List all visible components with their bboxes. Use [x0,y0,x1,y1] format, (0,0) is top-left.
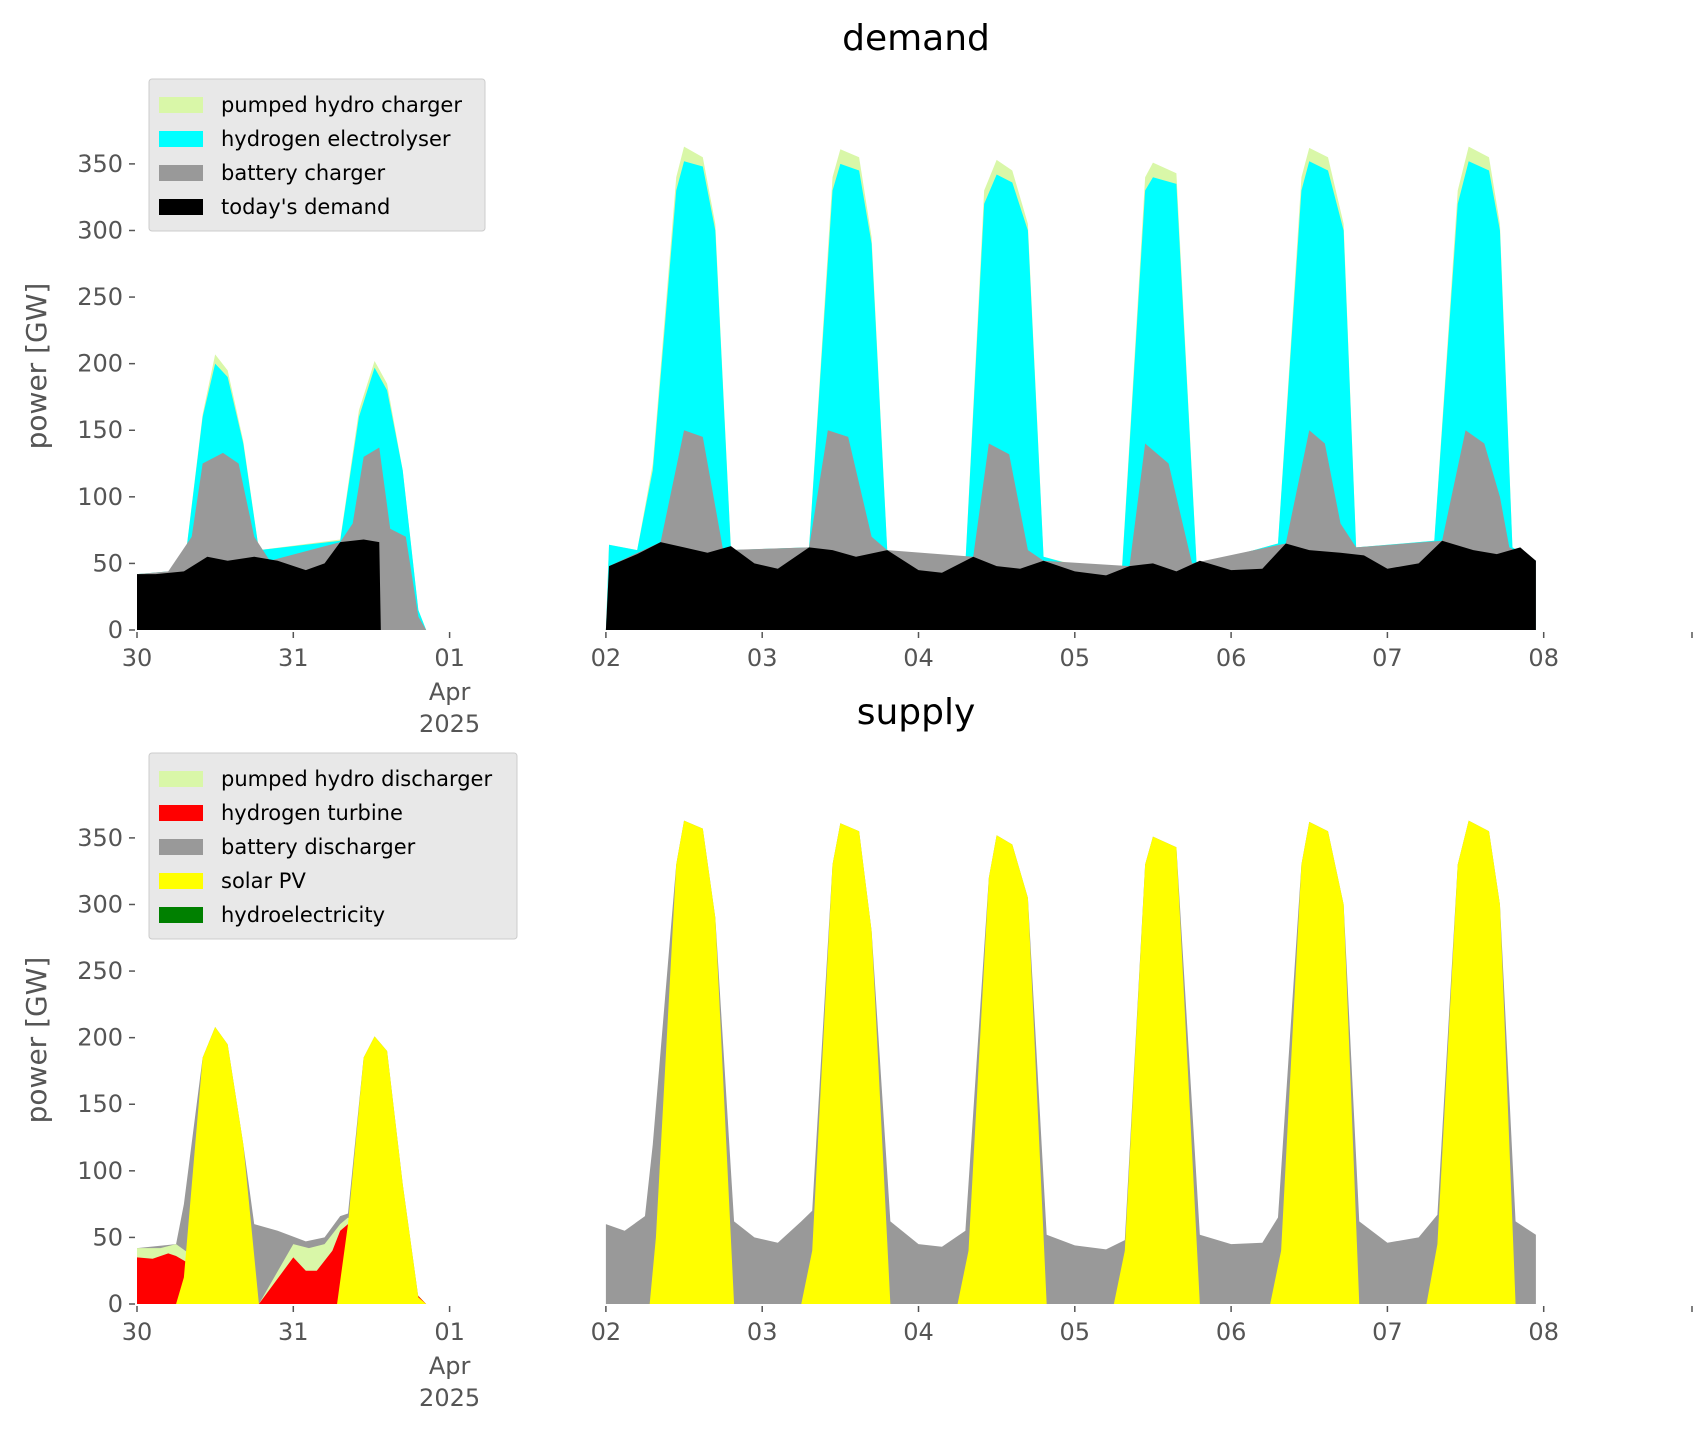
legend-label: pumped hydro discharger [221,767,492,791]
supply-series [137,820,1536,1304]
xtick-label: 06 [1216,1318,1247,1346]
xtick-label: 07 [1372,644,1403,672]
xtick-label: 30 [122,644,153,672]
ytick-label: 150 [77,1090,123,1118]
demand-axes: 0 50 100 150 200 250 300 350 30 31 01 02 03 04 05 06 07 0… [77,150,1693,738]
xtick-label: 01 [434,644,465,672]
demand-legend: pumped hydro charger hydrogen electrolyse… [148,78,486,232]
legend-label: battery discharger [221,835,416,859]
xtick-label: 03 [747,1318,778,1346]
ytick-label: 150 [77,416,123,444]
ytick-label: 350 [77,150,123,178]
ytick-label: 250 [77,957,123,985]
legend-swatch [159,873,203,889]
legend-label: today's demand [221,195,390,219]
xtick-label: 06 [1216,644,1247,672]
xtick-label: 02 [591,1318,622,1346]
legend-label: solar PV [221,869,306,893]
supply-title: supply [857,692,976,733]
solar-pv-area [605,820,1536,1304]
demand-title: demand [842,18,990,59]
supply-axes: 0 50 100 150 200 250 300 350 30 31 01 02 03 04 05 06 07 0… [77,824,1693,1412]
demand-ylabel: power [GW] [20,283,53,450]
ytick-label: 300 [77,216,123,244]
xtick-label: 08 [1528,1318,1559,1346]
legend-swatch [159,131,203,147]
ytick-label: 250 [77,283,123,311]
legend-swatch [159,771,203,787]
supply-legend: pumped hydro discharger hydrogen turbine b… [148,752,518,940]
xtick-sublabel: 2025 [419,1384,480,1412]
xtick-label: 08 [1528,644,1559,672]
ytick-label: 200 [77,1024,123,1052]
ytick-label: 300 [77,890,123,918]
legend-label: hydrogen electrolyser [221,127,451,151]
legend-label: hydroelectricity [221,903,385,927]
ytick-label: 350 [77,824,123,852]
legend-swatch [159,97,203,113]
ytick-label: 200 [77,350,123,378]
legend-swatch [159,805,203,821]
ytick-label: 100 [77,1157,123,1185]
legend-swatch [159,199,203,215]
demand-series [137,146,1536,631]
ytick-label: 50 [92,549,123,577]
today-s-demand-area [605,540,1536,630]
xtick-label: 07 [1372,1318,1403,1346]
xtick-label: 30 [122,1318,153,1346]
xtick-label: 31 [278,644,309,672]
ytick-label: 100 [77,483,123,511]
xtick-label: 31 [278,1318,309,1346]
legend-label: hydrogen turbine [221,801,403,825]
xtick-label: 05 [1060,644,1091,672]
solar-pv-area [137,1027,427,1304]
legend-swatch [159,165,203,181]
legend-swatch [159,839,203,855]
legend-frame [148,752,518,940]
legend-label: pumped hydro charger [221,93,462,117]
ytick-label: 0 [108,616,123,644]
xtick-sublabel: 2025 [419,710,480,738]
xtick-label: 01 [434,1318,465,1346]
xtick-label: 04 [903,644,934,672]
xtick-sublabel: Apr [429,678,471,706]
legend-swatch [159,907,203,923]
legend-label: battery charger [221,161,386,185]
supply-ylabel: power [GW] [20,957,53,1124]
xtick-label: 02 [591,644,622,672]
supply-battery-area [605,820,1536,1304]
xtick-label: 03 [747,644,778,672]
xtick-label: 05 [1060,1318,1091,1346]
ytick-label: 50 [92,1223,123,1251]
ytick-label: 0 [108,1290,123,1318]
xtick-sublabel: Apr [429,1352,471,1380]
today-s-demand-area [137,539,381,630]
xtick-label: 04 [903,1318,934,1346]
legend-frame [148,78,486,232]
